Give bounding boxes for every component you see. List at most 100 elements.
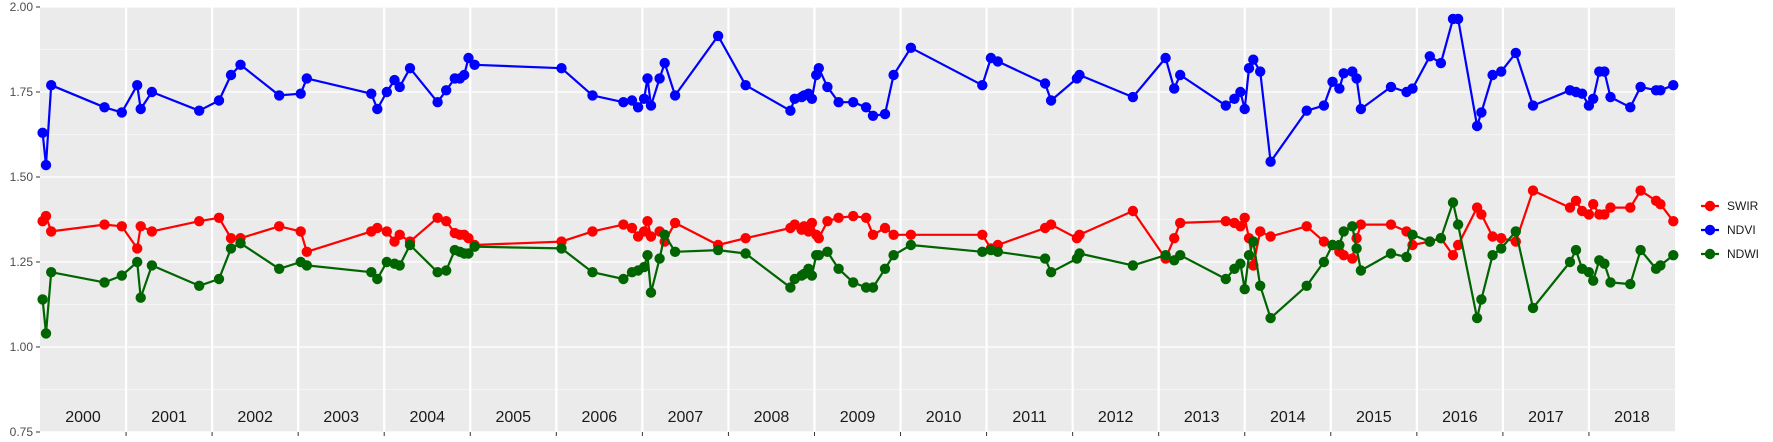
data-point: [1625, 202, 1636, 213]
data-point: [848, 210, 859, 222]
data-point: [1496, 233, 1507, 244]
data-point: [394, 260, 405, 271]
data-point: [135, 292, 146, 303]
data-point: [135, 221, 146, 232]
data-point: [1635, 185, 1646, 196]
data-point: [1175, 250, 1186, 261]
data-point: [867, 282, 879, 293]
data-point: [848, 277, 859, 288]
data-point: [712, 244, 724, 256]
data-point: [1655, 260, 1666, 271]
data-point: [740, 248, 751, 259]
data-point: [116, 107, 128, 118]
data-point: [132, 243, 143, 254]
data-point: [1248, 54, 1259, 65]
data-point: [1239, 212, 1250, 223]
data-point: [274, 90, 285, 101]
data-point: [1496, 66, 1507, 77]
data-point: [1127, 260, 1139, 271]
data-point: [1334, 239, 1345, 251]
data-point: [366, 267, 377, 278]
data-point: [822, 216, 833, 227]
data-point: [1599, 258, 1610, 269]
data-point: [1564, 202, 1576, 213]
data-point: [1487, 69, 1498, 81]
data-point: [225, 69, 237, 81]
data-point: [556, 62, 567, 74]
year-separators: [124, 7, 1591, 432]
year-label: 2000: [65, 409, 101, 426]
data-point: [654, 73, 665, 84]
data-point: [1220, 216, 1232, 227]
data-point: [669, 90, 681, 101]
data-point: [888, 229, 899, 240]
data-point: [813, 62, 824, 74]
data-point: [1576, 88, 1588, 99]
legend: SWIR NDVI NDWI: [1701, 199, 1759, 261]
data-point: [1605, 277, 1616, 288]
y-axis: 0.75 1.00 1.25 1.50 1.75 2.00: [10, 0, 40, 439]
data-point: [645, 231, 657, 242]
data-point: [225, 233, 237, 244]
legend-item-swir: SWIR: [1701, 199, 1759, 213]
legend-key-point: [1704, 248, 1716, 260]
data-point: [1265, 231, 1276, 242]
year-label: 2008: [754, 409, 790, 426]
data-point: [1605, 202, 1616, 213]
data-point: [99, 277, 110, 288]
data-point: [642, 216, 653, 227]
year-labels: 2000 2001 2002 2003 2004 2005 2006 2007 2008 2009…: [65, 409, 1650, 426]
data-point: [1045, 219, 1057, 230]
data-point: [1471, 312, 1483, 324]
data-point: [213, 273, 225, 285]
data-point: [1407, 229, 1418, 240]
data-point: [1385, 81, 1397, 93]
data-point: [1527, 302, 1539, 314]
data-point: [235, 238, 246, 249]
data-point: [194, 280, 205, 291]
year-label: 2004: [409, 409, 445, 426]
data-point: [1668, 216, 1679, 227]
data-point: [301, 260, 312, 271]
data-point: [1447, 250, 1459, 261]
data-point: [432, 212, 443, 223]
y-tick-label: 2.00: [10, 0, 34, 14]
data-point: [642, 250, 653, 261]
data-point: [1160, 52, 1171, 64]
year-label: 2018: [1614, 409, 1650, 426]
data-point: [394, 229, 405, 240]
data-point: [556, 243, 567, 254]
data-point: [404, 62, 416, 74]
data-point: [1074, 248, 1085, 259]
data-point: [1351, 73, 1362, 84]
data-point: [295, 226, 306, 237]
data-point: [274, 221, 285, 232]
data-point: [1385, 248, 1397, 259]
data-point: [235, 59, 246, 70]
data-point: [1570, 244, 1582, 256]
year-label: 2016: [1442, 409, 1478, 426]
data-point: [977, 80, 988, 91]
year-label: 2009: [840, 409, 876, 426]
y-tick-label: 0.75: [10, 425, 34, 439]
data-point: [225, 243, 237, 254]
data-point: [1265, 312, 1276, 324]
data-point: [822, 246, 833, 257]
data-point: [1355, 219, 1367, 230]
data-point: [1424, 236, 1436, 247]
data-point: [813, 233, 824, 244]
data-point: [146, 86, 158, 98]
data-point: [213, 212, 225, 223]
data-point: [1074, 69, 1085, 81]
data-point: [1452, 219, 1464, 230]
data-point: [1447, 197, 1459, 208]
data-point: [822, 81, 833, 93]
data-point: [1355, 103, 1367, 115]
data-point: [669, 217, 681, 229]
data-point: [1588, 275, 1599, 286]
data-point: [888, 69, 899, 81]
data-point: [1239, 284, 1250, 295]
data-point: [659, 229, 670, 240]
data-point: [1635, 244, 1646, 256]
data-point: [618, 97, 629, 108]
